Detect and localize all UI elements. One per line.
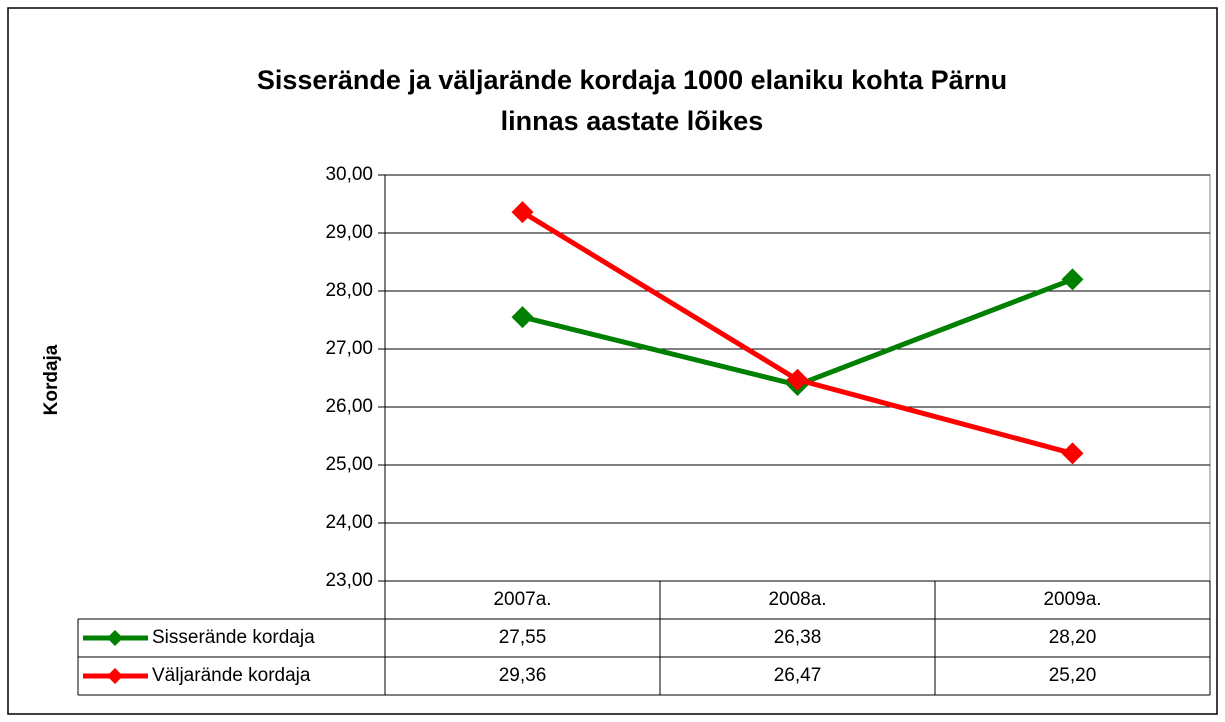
chart-title: Sisserände ja väljarände kordaja 1000 el… xyxy=(257,65,1007,95)
y-tick-label: 25,00 xyxy=(325,454,373,475)
legend-key xyxy=(107,668,123,684)
table-value: 28,20 xyxy=(1049,627,1097,648)
y-tick-label: 23,00 xyxy=(325,570,373,591)
y-tick-label: 30,00 xyxy=(325,164,373,185)
marker xyxy=(1061,442,1084,465)
marker xyxy=(511,201,534,224)
table-value: 25,20 xyxy=(1049,665,1097,686)
y-tick-label: 29,00 xyxy=(325,222,373,243)
x-tick-label: 2007a. xyxy=(493,589,551,610)
legend-label: Väljarände kordaja xyxy=(152,665,311,686)
table-value: 26,47 xyxy=(774,665,822,686)
x-tick-label: 2009a. xyxy=(1043,589,1101,610)
x-tick-label: 2008a. xyxy=(768,589,826,610)
table-value: 26,38 xyxy=(774,627,822,648)
chart-title: linnas aastate lõikes xyxy=(501,106,764,136)
y-tick-label: 27,00 xyxy=(325,338,373,359)
marker xyxy=(511,306,534,329)
table-value: 27,55 xyxy=(499,627,547,648)
y-axis-label: Kordaja xyxy=(41,344,62,415)
y-tick-label: 26,00 xyxy=(325,396,373,417)
legend-key xyxy=(107,630,123,646)
marker xyxy=(1061,268,1084,291)
marker xyxy=(786,368,809,391)
y-tick-label: 24,00 xyxy=(325,512,373,533)
y-tick-label: 28,00 xyxy=(325,280,373,301)
table-value: 29,36 xyxy=(499,665,547,686)
legend-label: Sisserände kordaja xyxy=(152,627,315,648)
